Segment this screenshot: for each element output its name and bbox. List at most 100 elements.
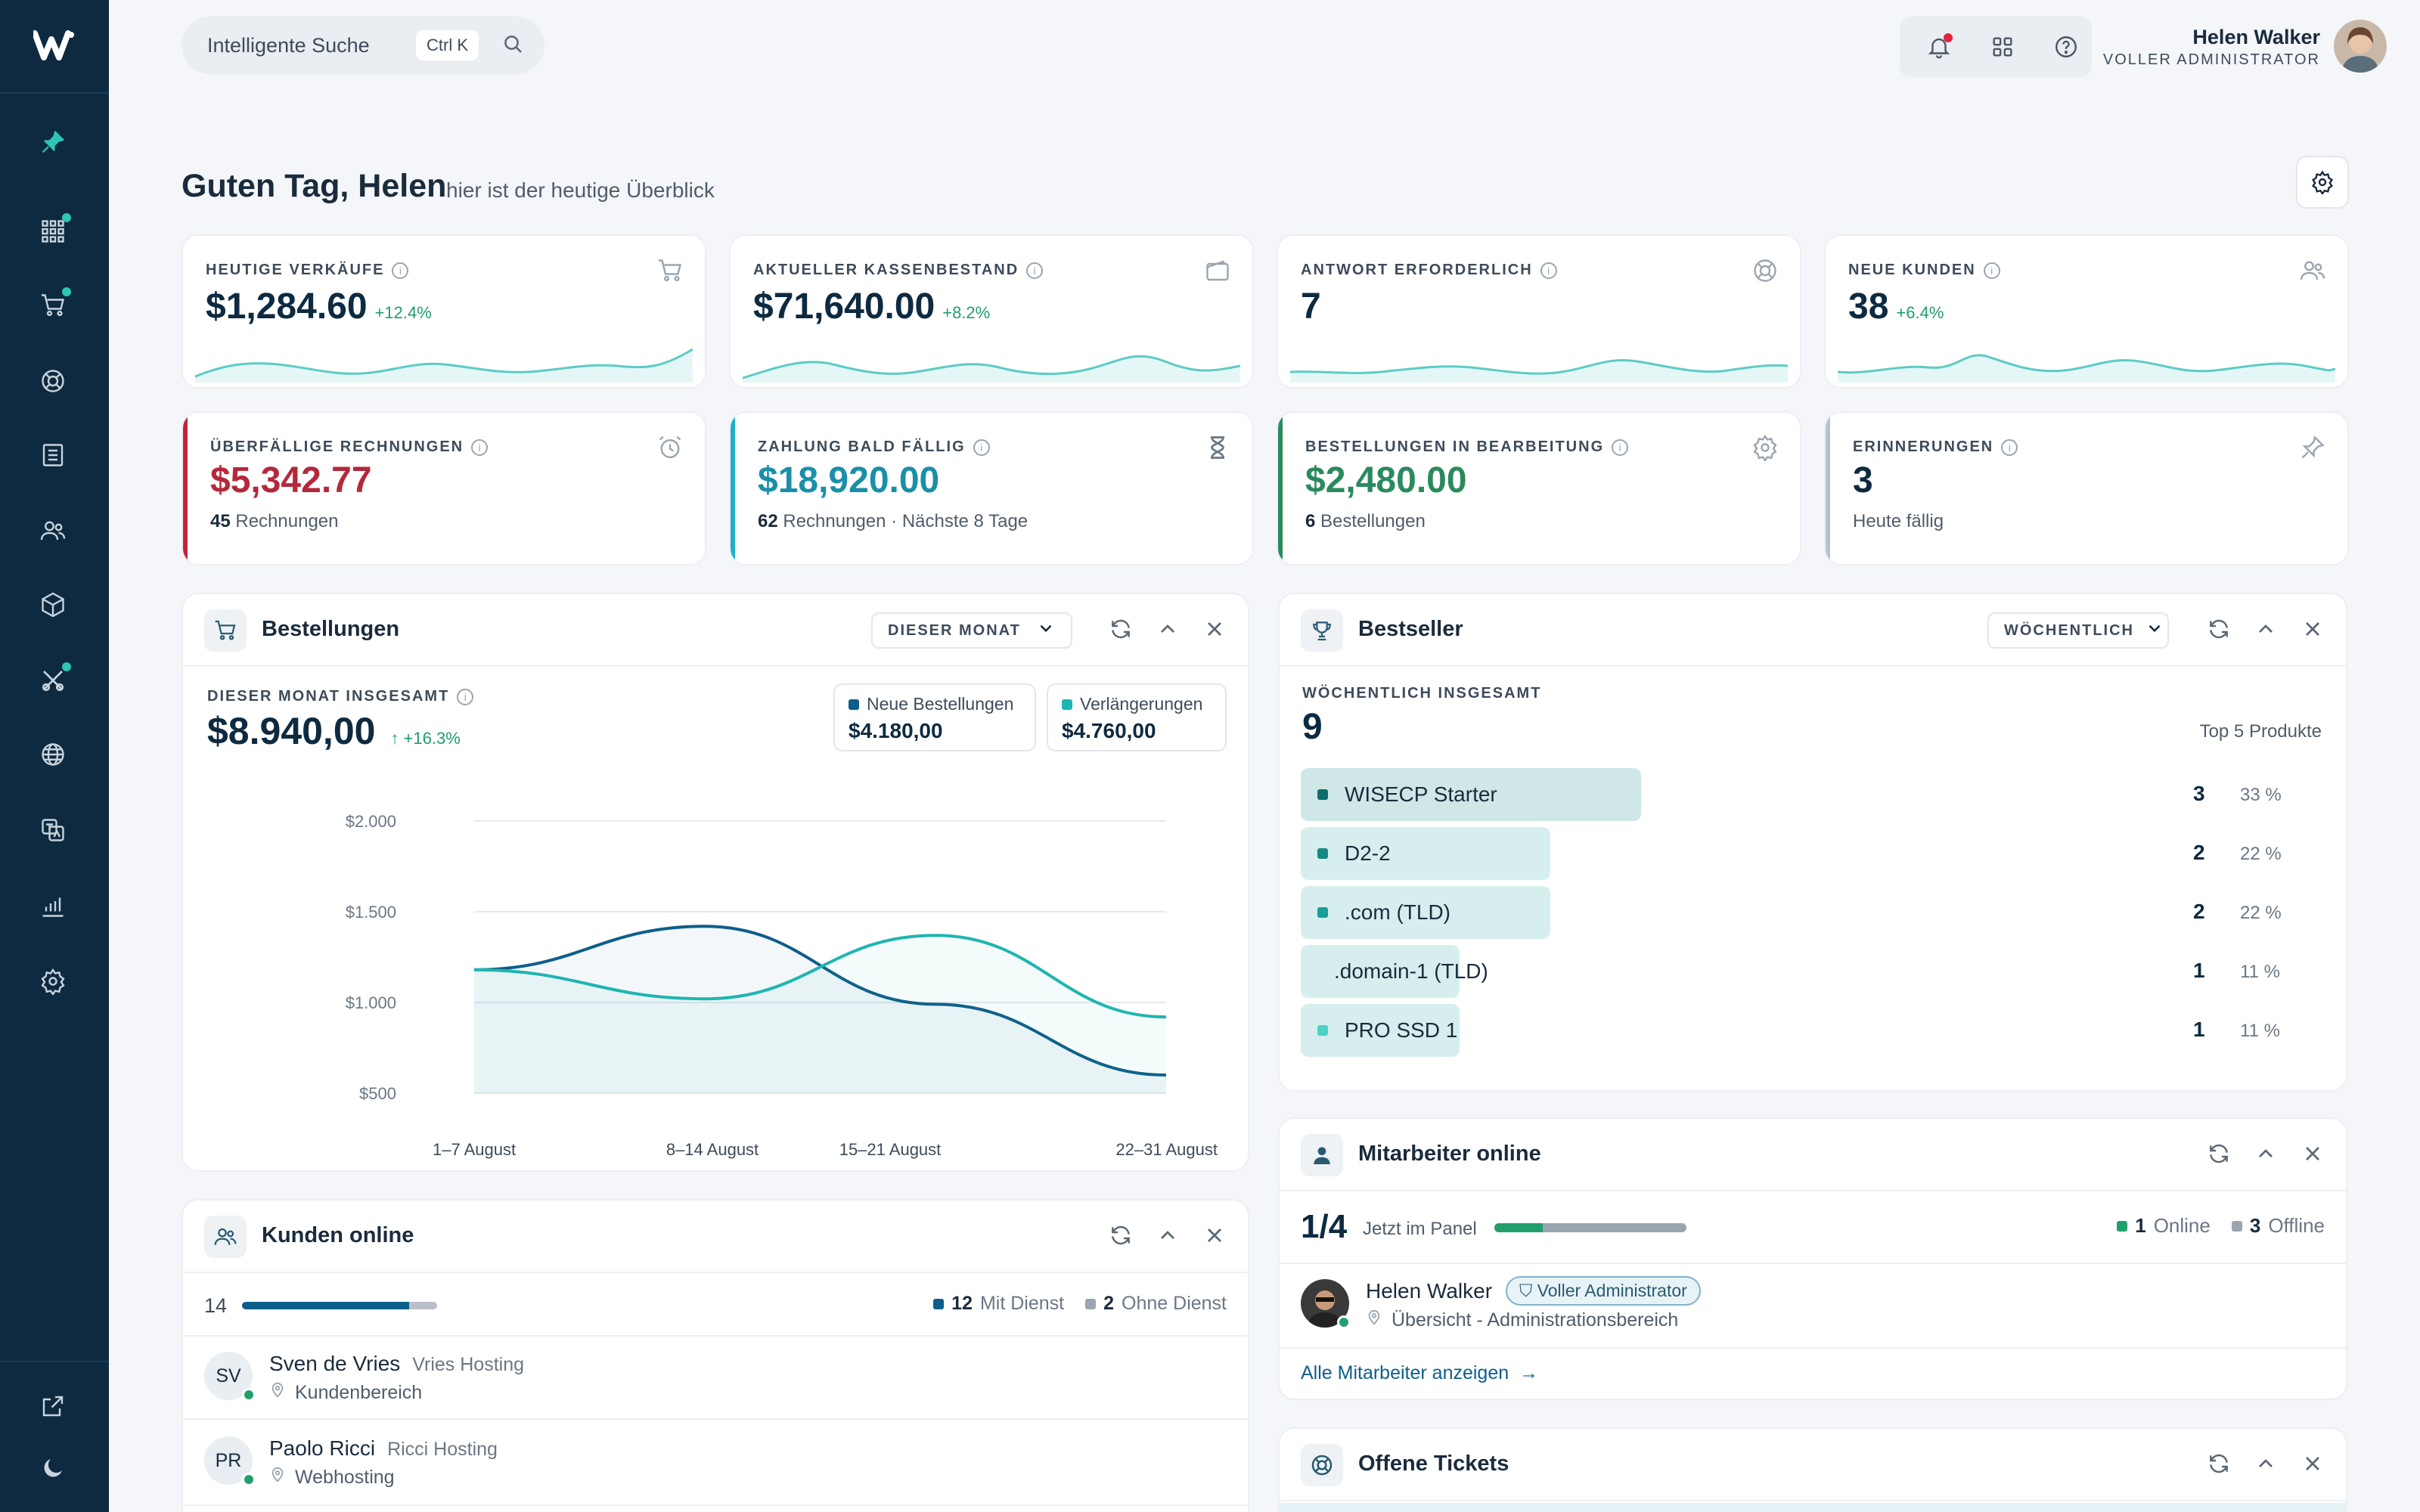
panel-title: Offene Tickets [1358,1452,1509,1476]
search-bar[interactable]: Intelligente Suche Ctrl K [182,17,544,74]
users-icon[interactable] [36,514,70,547]
alert-value: $5,342.77 [210,460,372,500]
product-count: 3 [2193,782,2205,805]
bestseller-row[interactable]: .com (TLD) [1301,886,1550,939]
close-icon[interactable] [2301,1452,2325,1479]
refresh-icon[interactable] [2207,1452,2231,1479]
globe-icon[interactable] [36,738,70,771]
collapse-icon[interactable] [1156,617,1180,645]
accent-bar [731,413,735,564]
invoice-icon[interactable] [36,438,70,472]
online-status-dot [1337,1315,1351,1329]
stat-card-cash[interactable]: AKTUELLER KASSENBESTAND i $71,640.00 +8.2% [729,234,1254,389]
stat-card-sales[interactable]: HEUTIGE VERKÄUFE i $1,284.60 +12.4% [182,234,706,389]
legend-value: $4.760,00 [1062,719,1156,742]
period-select[interactable]: WÖCHENTLICH [1987,612,2169,649]
dark-mode-icon[interactable] [36,1452,70,1485]
bell-icon[interactable] [1922,30,1956,64]
info-icon[interactable]: i [1540,262,1557,279]
product-percent: 11 % [2240,962,2280,982]
user-name[interactable]: Helen Walker [2192,26,2320,48]
bestseller-panel: Bestseller WÖCHENTLICH WÖCHENTLICH INSGE… [1278,593,2347,1092]
collapse-icon[interactable] [2254,617,2278,645]
location-pin-icon [269,1382,286,1404]
close-icon[interactable] [2301,617,2325,645]
info-icon[interactable]: i [1612,438,1629,456]
notification-dot [62,287,71,296]
help-icon[interactable] [2049,30,2083,64]
x-tick-label: 8–14 August [666,1140,759,1159]
collapse-icon[interactable] [2254,1452,2278,1479]
list-item[interactable]: SV Sven de Vries Vries Hosting Kundenber… [183,1337,1248,1420]
stat-card-new-customers[interactable]: NEUE KUNDEN i 38 +6.4% [1824,234,2349,389]
customer-company: Vries Hosting [412,1354,525,1375]
legend-renewals[interactable]: Verlängerungen $4.760,00 [1047,683,1227,751]
collapse-icon[interactable] [1156,1223,1180,1251]
bestseller-row[interactable]: PRO SSD 1 [1301,1004,1460,1057]
info-icon[interactable]: i [471,438,489,456]
info-icon[interactable]: i [973,438,990,456]
apps-icon[interactable] [1986,30,2019,64]
info-icon[interactable]: i [1026,262,1044,279]
collapse-icon[interactable] [2254,1142,2278,1170]
stat-value: $71,640.00 [753,287,935,327]
search-icon[interactable] [502,33,525,60]
stat-card-response[interactable]: ANTWORT ERFORDERLICH i 7 [1277,234,1801,389]
legend-swatch [1085,1298,1097,1309]
panel-tools [1109,617,1227,645]
bestseller-row[interactable]: WISECP Starter [1301,768,1641,821]
info-icon[interactable]: i [457,688,474,705]
box-icon[interactable] [36,588,70,621]
chevron-down-icon [2145,618,2164,643]
dashboard-settings-button[interactable] [2296,156,2349,209]
accent-bar [1278,413,1283,564]
list-item[interactable]: PR Paolo Ricci Ricci Hosting Webhosting [183,1421,1248,1506]
apps-grid-icon[interactable] [36,213,71,248]
lifebuoy-icon[interactable] [36,364,70,398]
total-value: 9 [1302,707,1323,747]
view-all-staff-link[interactable]: Alle Mitarbeiter anzeigen → [1301,1362,1538,1384]
panel-title: Mitarbeiter online [1358,1142,1541,1166]
logo[interactable] [32,29,76,60]
alert-value: $18,920.00 [758,460,940,500]
tools-icon[interactable] [36,662,71,697]
external-link-icon[interactable] [36,1390,70,1423]
refresh-icon[interactable] [1109,617,1133,645]
series-line-new-orders[interactable] [473,925,1167,1077]
info-icon[interactable]: i [392,262,409,279]
alert-card-reminders[interactable]: ERINNERUNGEN i 3 Heute fällig [1824,411,2349,565]
chart-icon[interactable] [36,889,70,922]
pin-icon[interactable] [36,125,70,159]
refresh-icon[interactable] [2207,617,2231,645]
series-line-renewals[interactable] [473,934,1167,1019]
avatar[interactable] [2334,20,2387,73]
staff-list-item[interactable]: Helen Walker ⛉ Voller Administrator Über… [1280,1264,2346,1349]
period-select[interactable]: DIESER MONAT [871,612,1072,649]
product-count: 2 [2193,900,2205,923]
bestseller-row[interactable]: .domain-1 (TLD) [1301,945,1488,998]
legend-swatch [1317,907,1328,918]
legend-swatch [2117,1220,2128,1232]
stat-label: ANTWORT ERFORDERLICH [1301,262,1533,278]
cart-icon[interactable] [36,287,71,322]
legend-new-orders[interactable]: Neue Bestellungen $4.180,00 [833,683,1036,751]
close-icon[interactable] [1202,1223,1227,1251]
sparkline [743,355,1240,383]
info-icon[interactable]: i [1983,262,2000,279]
refresh-icon[interactable] [2207,1142,2231,1170]
bestseller-row[interactable]: D2-2 [1301,827,1550,880]
refresh-icon[interactable] [1109,1223,1133,1251]
settings-icon[interactable] [36,965,70,998]
alert-card-processing[interactable]: BESTELLUNGEN IN BEARBEITUNG i $2,480.00 6… [1277,411,1801,565]
alert-card-overdue[interactable]: ÜBERFÄLLIGE RECHNUNGEN i $5,342.77 45 Rec… [182,411,706,565]
avatar [1301,1279,1349,1328]
close-icon[interactable] [1202,617,1227,645]
legend-swatch [1317,789,1328,800]
translate-icon[interactable] [36,813,70,847]
close-icon[interactable] [2301,1142,2325,1170]
product-name: WISECP Starter [1345,782,1497,806]
info-icon[interactable]: i [2001,438,2018,456]
customer-location: Webhosting [295,1467,395,1488]
total-label: DIESER MONAT INSGESAMT [207,688,450,705]
alert-card-due-soon[interactable]: ZAHLUNG BALD FÄLLIG i $18,920.00 62 Rechn… [729,411,1254,565]
